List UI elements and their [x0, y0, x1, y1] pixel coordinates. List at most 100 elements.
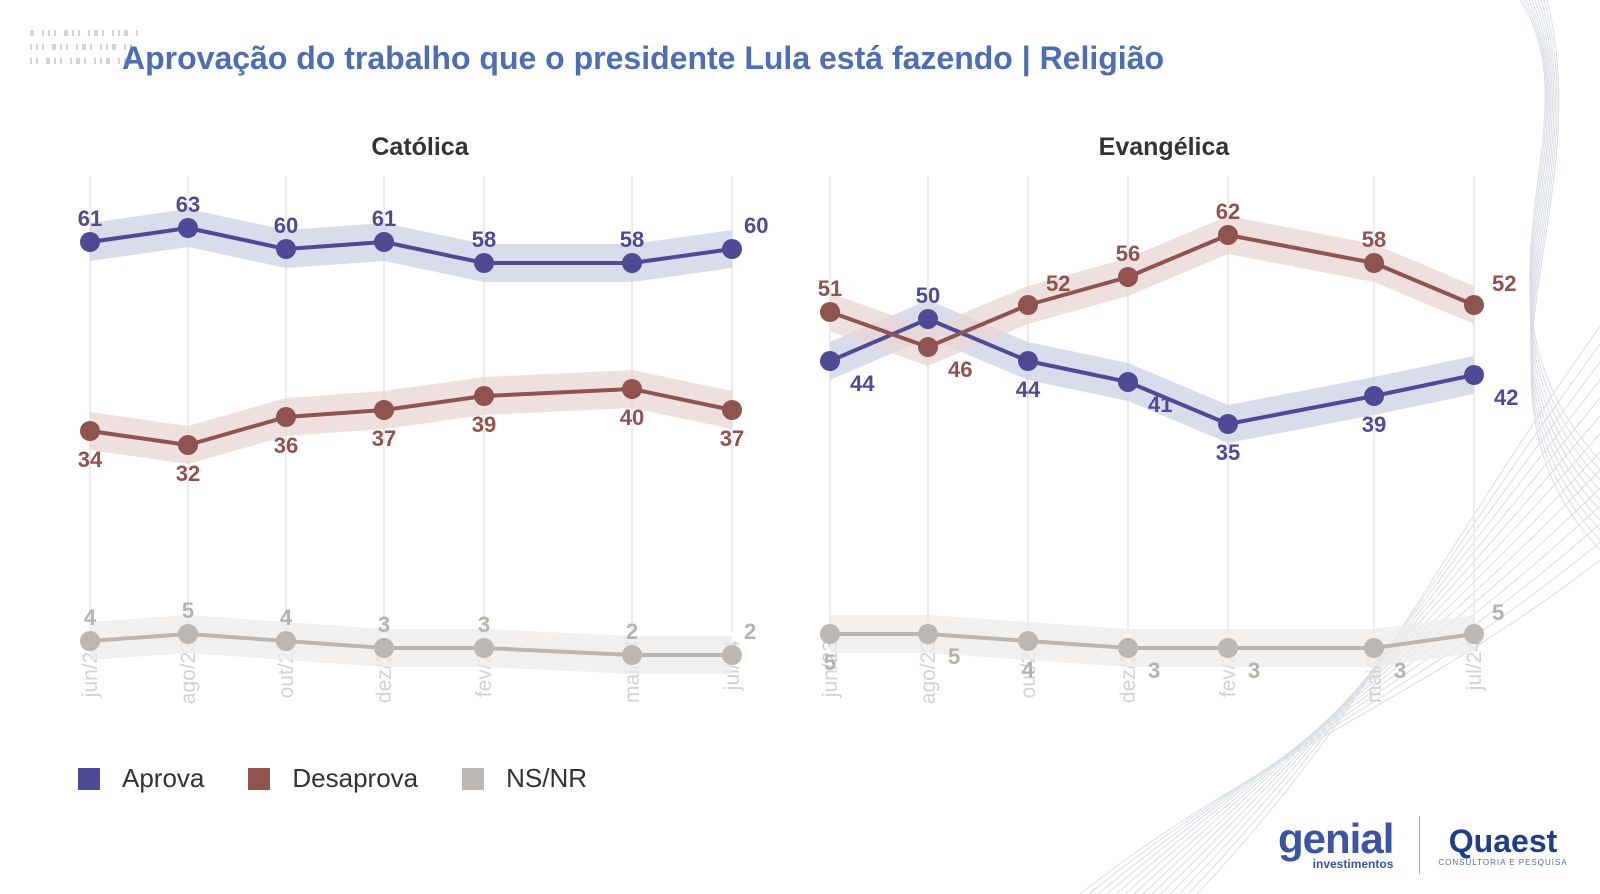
genial-logo-word: genial — [1278, 815, 1394, 862]
series-band — [830, 615, 1474, 667]
data-label: 34 — [78, 447, 103, 472]
x-tick-label: ago/23 — [917, 640, 940, 704]
data-point — [276, 407, 296, 427]
data-label: 5 — [948, 644, 960, 669]
data-point — [722, 645, 742, 665]
data-point — [1464, 295, 1484, 315]
data-label: 56 — [1116, 241, 1140, 266]
legend-swatch-nsnr — [462, 767, 485, 790]
data-label: 3 — [378, 612, 390, 637]
data-label: 51 — [818, 276, 842, 301]
data-label: 39 — [1362, 412, 1386, 437]
data-label: 60 — [744, 213, 768, 238]
data-label: 62 — [1216, 199, 1240, 224]
data-point — [1464, 365, 1484, 385]
data-label: 2 — [744, 619, 756, 644]
data-point — [1018, 295, 1038, 315]
data-point — [374, 638, 394, 658]
data-point — [1118, 638, 1138, 658]
legend-item-aprova: Aprova — [78, 763, 204, 794]
legend-swatch-desaprova — [248, 767, 271, 790]
data-point — [474, 386, 494, 406]
data-label: 3 — [478, 612, 490, 637]
data-label: 58 — [1362, 227, 1386, 252]
data-label: 52 — [1492, 271, 1516, 296]
data-point — [374, 232, 394, 252]
data-point — [1364, 386, 1384, 406]
data-point — [820, 624, 840, 644]
data-label: 39 — [472, 412, 496, 437]
data-label: 3 — [1148, 658, 1160, 683]
data-point — [1118, 372, 1138, 392]
data-point — [80, 232, 100, 252]
data-label: 46 — [948, 357, 972, 382]
page-title: Aprovação do trabalho que o presidente L… — [122, 40, 1165, 76]
chart-panel-catolica: Católicajun/23ago/23out/23dez/23fev/24ma… — [78, 133, 769, 704]
chart-title: Católica — [371, 133, 469, 161]
data-point — [820, 351, 840, 371]
chart-title: Evangélica — [1099, 133, 1231, 161]
data-label: 44 — [1016, 377, 1041, 402]
data-point — [1218, 638, 1238, 658]
legend-item-nsnr: NS/NR — [462, 763, 587, 794]
series-band — [90, 615, 732, 674]
data-point — [178, 624, 198, 644]
data-label: 5 — [1492, 600, 1504, 625]
genial-logo-sub: investimentos — [1312, 857, 1394, 871]
data-point — [276, 631, 296, 651]
logo-divider — [1419, 816, 1421, 874]
legend: Aprova Desaprova NS/NR — [78, 763, 631, 794]
data-point — [722, 239, 742, 259]
data-label: 37 — [720, 426, 744, 451]
data-label: 4 — [280, 605, 293, 630]
quaest-logo: Quaest CONSULTORIA E PESQUISA — [1438, 824, 1567, 867]
data-point — [918, 624, 938, 644]
data-label: 4 — [1022, 657, 1035, 682]
data-label: 61 — [78, 206, 102, 231]
x-tick-label: ago/23 — [177, 640, 200, 704]
data-point — [80, 631, 100, 651]
logos: genial investimentos Quaest CONSULTORIA … — [1278, 810, 1568, 880]
data-label: 32 — [176, 461, 200, 486]
data-label: 36 — [274, 433, 298, 458]
quaest-logo-sub: CONSULTORIA E PESQUISA — [1438, 857, 1568, 867]
legend-label-aprova: Aprova — [122, 763, 205, 793]
data-point — [1018, 351, 1038, 371]
data-label: 44 — [850, 371, 875, 396]
data-point — [622, 645, 642, 665]
data-point — [1364, 253, 1384, 273]
data-label: 63 — [176, 192, 200, 217]
data-point — [80, 421, 100, 441]
data-label: 3 — [1248, 658, 1260, 683]
data-point — [622, 253, 642, 273]
data-label: 35 — [1216, 440, 1240, 465]
data-point — [918, 309, 938, 329]
data-point — [1364, 638, 1384, 658]
data-point — [1118, 267, 1138, 287]
legend-item-desaprova: Desaprova — [248, 763, 418, 794]
data-label: 3 — [1394, 658, 1406, 683]
data-point — [820, 302, 840, 322]
data-point — [178, 435, 198, 455]
data-label: 41 — [1148, 392, 1172, 417]
series-band — [830, 216, 1474, 366]
data-label: 40 — [620, 405, 644, 430]
data-label: 50 — [916, 283, 940, 308]
genial-logo: genial investimentos — [1278, 815, 1394, 872]
data-label: 42 — [1494, 385, 1518, 410]
data-point — [474, 253, 494, 273]
data-label: 5 — [182, 598, 194, 623]
data-point — [1218, 414, 1238, 434]
data-point — [276, 239, 296, 259]
data-label: 52 — [1046, 271, 1070, 296]
data-label: 60 — [274, 213, 298, 238]
x-tick-label: jun/23 — [819, 640, 842, 698]
data-label: 58 — [472, 227, 496, 252]
decorative-barcode-icon — [30, 30, 138, 64]
data-label: 2 — [626, 619, 638, 644]
quaest-logo-word: Quaest — [1448, 822, 1558, 859]
data-point — [918, 337, 938, 357]
legend-label-desaprova: Desaprova — [292, 763, 419, 793]
